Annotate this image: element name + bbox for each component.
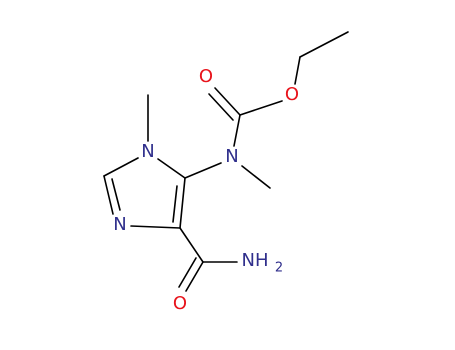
bond <box>208 93 234 121</box>
bond <box>185 261 204 292</box>
bond <box>172 185 178 223</box>
bond <box>241 165 271 189</box>
atom-label: O <box>173 293 187 314</box>
bond <box>130 225 181 229</box>
bond <box>239 100 283 116</box>
bond <box>157 158 186 179</box>
bond <box>103 157 139 177</box>
atom-label: N <box>141 141 154 162</box>
atom-label: O <box>199 66 213 87</box>
atom-label: N <box>225 146 238 167</box>
bond <box>103 175 114 215</box>
bond <box>294 56 301 85</box>
atom-subscript: 2 <box>275 261 283 276</box>
atom-label: O <box>285 84 299 105</box>
bond <box>299 31 349 58</box>
bond <box>179 227 204 263</box>
atom-label: N <box>113 214 126 235</box>
bond <box>111 178 121 211</box>
bond <box>178 257 197 288</box>
atom-label: NH <box>242 250 269 271</box>
bond <box>214 87 241 116</box>
bond <box>179 177 186 229</box>
bond <box>184 162 222 179</box>
bond <box>233 114 241 147</box>
bonds <box>103 31 349 292</box>
